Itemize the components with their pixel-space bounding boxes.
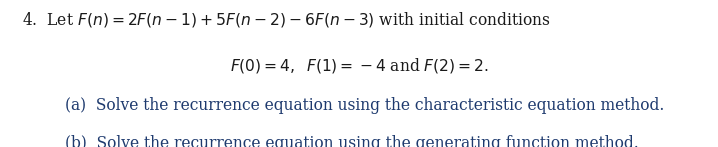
- Text: $F(0) = 4,\;\; F(1) = -4$ and $F(2) = 2.$: $F(0) = 4,\;\; F(1) = -4$ and $F(2) = 2.…: [230, 56, 488, 75]
- Text: (a)  Solve the recurrence equation using the characteristic equation method.: (a) Solve the recurrence equation using …: [65, 97, 664, 114]
- Text: 4.  Let $F(n) = 2F(n-1) + 5F(n-2) - 6F(n-3)$ with initial conditions: 4. Let $F(n) = 2F(n-1) + 5F(n-2) - 6F(n-…: [22, 10, 551, 29]
- Text: (b)  Solve the recurrence equation using the generating function method.: (b) Solve the recurrence equation using …: [65, 135, 638, 147]
